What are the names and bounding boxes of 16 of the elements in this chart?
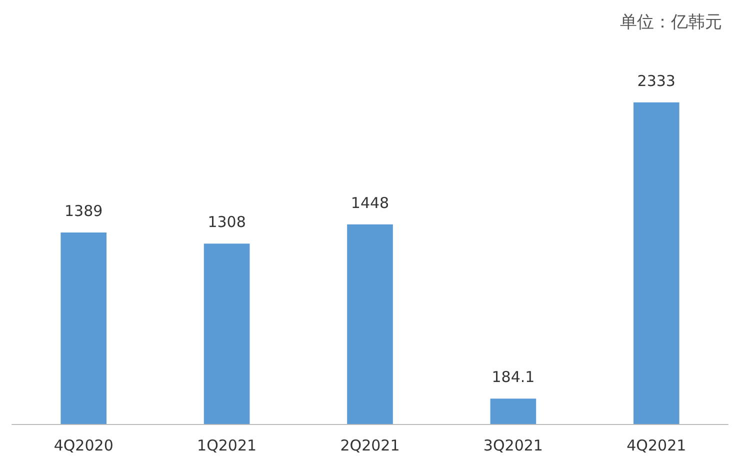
bar — [60, 232, 107, 424]
x-tick-label: 4Q2020 — [54, 436, 114, 454]
x-tick-label: 3Q2021 — [483, 436, 543, 454]
bar — [347, 224, 393, 424]
data-label: 1308 — [208, 213, 246, 232]
bar — [490, 398, 536, 424]
bar — [204, 244, 250, 424]
data-label: 2333 — [637, 72, 676, 90]
x-tick-label: 2Q2021 — [340, 436, 400, 454]
data-label: 1448 — [350, 194, 390, 212]
x-tick-label: 4Q2021 — [626, 436, 686, 454]
data-label: 1389 — [64, 202, 103, 220]
text: 单位：亿韩元 — [620, 12, 722, 32]
bar — [633, 102, 680, 424]
x-tick-label: 1Q2021 — [197, 436, 257, 454]
data-label: 184.1 — [492, 368, 535, 386]
